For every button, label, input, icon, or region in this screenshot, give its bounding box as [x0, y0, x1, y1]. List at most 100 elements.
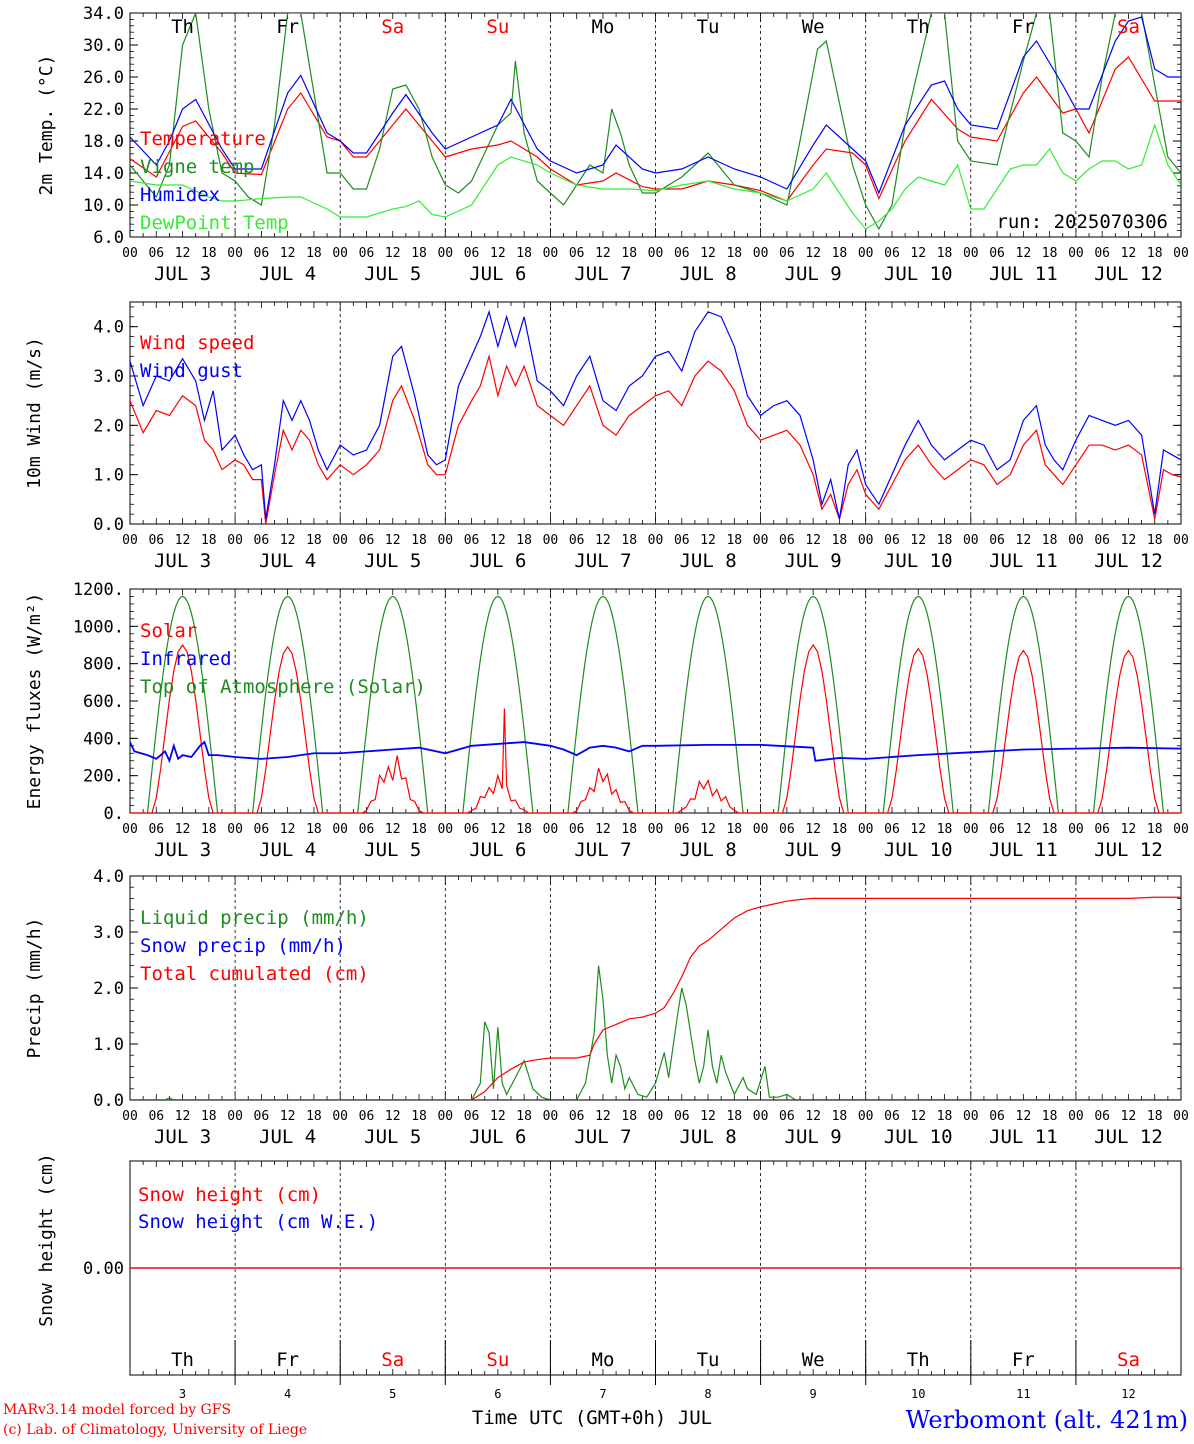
day-number: 9	[810, 1387, 817, 1401]
hour-tick-label: 18	[306, 1109, 322, 1124]
series-line	[130, 16, 1181, 195]
hour-tick-label: 00	[1068, 1109, 1084, 1124]
hour-tick-label: 06	[464, 822, 480, 837]
day-label: JUL 7	[574, 1126, 631, 1148]
hour-tick-label: 12	[385, 246, 401, 261]
y-tick-label: 6.0	[93, 228, 124, 248]
hour-tick-label: 12	[910, 1109, 926, 1124]
day-label: JUL 8	[679, 839, 736, 861]
legend-entry: Snow height (cm W.E.)	[138, 1211, 378, 1233]
hour-tick-label: 12	[1121, 246, 1137, 261]
y-tick-label: 0.	[104, 804, 124, 824]
legend-entry: Top of Atmosphere (Solar)	[140, 676, 426, 698]
hour-tick-label: 06	[779, 822, 795, 837]
day-label: JUL 7	[574, 839, 631, 861]
time-axis-label: Time UTC (GMT+0h) JUL	[472, 1407, 712, 1429]
hour-tick-label: 06	[1094, 533, 1110, 548]
day-label: JUL 9	[785, 263, 842, 285]
y-tick-label: 400.	[83, 729, 124, 749]
hour-tick-label: 18	[832, 822, 848, 837]
weekday-label: Th	[171, 1349, 194, 1371]
y-tick-label: 0.00	[83, 1259, 124, 1279]
y-tick-label: 18.0	[83, 132, 124, 152]
day-number: 3	[179, 1387, 186, 1401]
legend-entry: Liquid precip (mm/h)	[140, 907, 369, 929]
hour-tick-label: 00	[227, 533, 243, 548]
y-tick-label: 200.	[83, 767, 124, 787]
hour-tick-label: 12	[805, 1109, 821, 1124]
hour-tick-label: 18	[726, 246, 742, 261]
day-label: JUL 4	[259, 839, 316, 861]
weekday-label: Su	[486, 1349, 509, 1371]
hour-tick-label: 12	[490, 533, 506, 548]
hour-tick-label: 18	[832, 533, 848, 548]
day-label: JUL 4	[259, 550, 316, 572]
day-number: 12	[1121, 1387, 1135, 1401]
y-tick-label: 0.0	[93, 515, 124, 535]
hour-tick-label: 06	[779, 533, 795, 548]
hour-tick-label: 12	[175, 822, 191, 837]
hour-tick-label: 00	[332, 1109, 348, 1124]
hour-tick-label: 18	[937, 822, 953, 837]
legend-entry: Temperature	[140, 128, 266, 150]
day-label: JUL 8	[679, 263, 736, 285]
hour-tick-label: 00	[753, 533, 769, 548]
hour-tick-label: 12	[280, 246, 296, 261]
hour-tick-label: 00	[543, 822, 559, 837]
day-number: 8	[704, 1387, 711, 1401]
series-line	[130, 309, 1181, 520]
hour-tick-label: 06	[989, 246, 1005, 261]
y-tick-label: 2.0	[93, 979, 124, 999]
y-axis-label: 2m Temp. (°C)	[36, 55, 57, 196]
lab-credit: (c) Lab. of Climatology, University of L…	[3, 1422, 307, 1438]
hour-tick-label: 00	[858, 246, 874, 261]
day-label: JUL 3	[154, 263, 211, 285]
day-label: JUL 7	[574, 550, 631, 572]
hour-tick-label: 06	[359, 822, 375, 837]
hour-tick-label: 18	[516, 822, 532, 837]
day-label: JUL 6	[469, 839, 526, 861]
hour-tick-label: 12	[1121, 1109, 1137, 1124]
hour-tick-label: 06	[464, 533, 480, 548]
hour-tick-label: 00	[1173, 1109, 1189, 1124]
footer: Time UTC (GMT+0h) JUL MARv3.14 model for…	[3, 1402, 1188, 1438]
hour-tick-label: 18	[1042, 1109, 1058, 1124]
hour-tick-label: 12	[1016, 822, 1032, 837]
hour-tick-label: 12	[490, 822, 506, 837]
day-number: 6	[494, 1387, 501, 1401]
y-tick-label: 26.0	[83, 68, 124, 88]
hour-tick-label: 06	[1094, 1109, 1110, 1124]
hour-tick-label: 00	[227, 1109, 243, 1124]
hour-tick-label: 00	[1068, 533, 1084, 548]
chart-panel-2: 0.0 1.0 2.0 3.0 4.0 10m Wind (m/s) Wind speed W…	[24, 301, 1189, 572]
hour-tick-label: 06	[254, 1109, 270, 1124]
day-label: JUL 5	[364, 550, 421, 572]
hour-tick-label: 06	[569, 246, 585, 261]
legend-entry: Snow height (cm)	[138, 1184, 321, 1206]
hour-tick-label: 12	[910, 246, 926, 261]
y-axis-label: Snow height (cm)	[36, 1153, 57, 1326]
hour-tick-label: 12	[1121, 822, 1137, 837]
hour-tick-label: 06	[989, 822, 1005, 837]
hour-tick-label: 12	[175, 1109, 191, 1124]
y-tick-label: 14.0	[83, 164, 124, 184]
legend-entry: Wind gust	[140, 360, 243, 382]
day-label: JUL 11	[989, 1126, 1058, 1148]
chart-panel-1: 6.0 10.0 14.0 18.0 22.0 26.0 30.0 34.0 2m Temp. …	[36, 4, 1189, 285]
hour-tick-label: 00	[648, 822, 664, 837]
weekday-label: Mo	[592, 1349, 615, 1371]
legend-entry: Total cumulated (cm)	[140, 963, 369, 985]
hour-tick-label: 18	[411, 1109, 427, 1124]
day-number: 11	[1016, 1387, 1030, 1401]
hour-tick-label: 18	[726, 822, 742, 837]
hour-tick-label: 00	[858, 1109, 874, 1124]
hour-tick-label: 00	[122, 246, 138, 261]
hour-tick-label: 12	[910, 822, 926, 837]
hour-tick-label: 06	[884, 533, 900, 548]
day-label: JUL 9	[785, 1126, 842, 1148]
hour-tick-label: 18	[621, 822, 637, 837]
hour-tick-label: 06	[674, 533, 690, 548]
hour-tick-label: 18	[1147, 822, 1163, 837]
day-label: JUL 10	[884, 1126, 953, 1148]
day-label: JUL 10	[884, 263, 953, 285]
